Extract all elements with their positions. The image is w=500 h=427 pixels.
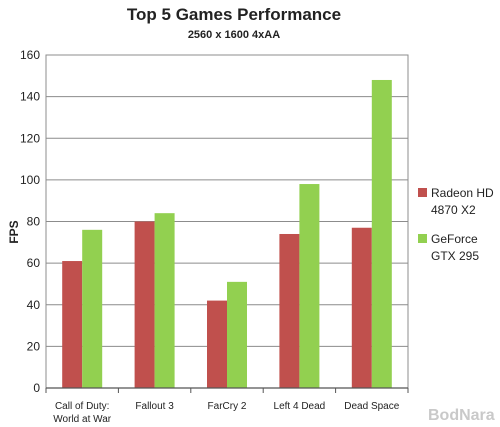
legend: Radeon HD 4870 X2 GeForce GTX 295 (418, 186, 494, 263)
y-tick-labels: 0 20 40 60 80 100 120 140 160 (20, 48, 40, 395)
bar-radeon (351, 227, 372, 388)
category-label-line: Dead Space (344, 401, 399, 412)
legend-label-line: GTX 295 (431, 249, 479, 263)
y-tick-label: 80 (27, 215, 41, 229)
axes (45, 54, 409, 393)
category-label-line: FarCry 2 (208, 401, 247, 412)
category-label-line: Call of Duty: (55, 401, 109, 412)
y-axis-label: FPS (7, 220, 21, 243)
legend-label-line: GeForce (431, 232, 478, 246)
legend-label-line: 4870 X2 (431, 203, 476, 217)
category-label: FarCry 2 (208, 401, 247, 412)
bar-radeon (62, 261, 83, 388)
legend-swatch (418, 234, 427, 243)
legend-label: Radeon HD 4870 X2 (431, 186, 494, 217)
y-tick-label: 140 (20, 90, 40, 104)
watermark: BodNara (428, 407, 495, 424)
bar-radeon (279, 233, 300, 388)
legend-swatch (418, 188, 427, 197)
category-label: Dead Space (344, 401, 399, 412)
bar-radeon (207, 300, 227, 388)
category-label-line: World at War (53, 414, 111, 425)
category-labels: Call of Duty: World at War Fallout 3 FarCry… (53, 401, 399, 425)
bar-radeon (134, 221, 155, 388)
legend-label: GeForce GTX 295 (431, 232, 479, 263)
category-label-line: Fallout 3 (135, 401, 174, 412)
bars (62, 79, 392, 388)
chart-subtitle: 2560 x 1600 4xAA (188, 29, 280, 41)
bar-geforce (82, 229, 103, 388)
y-tick-label: 20 (27, 339, 41, 353)
category-label: Call of Duty: World at War (53, 401, 111, 425)
gridlines (46, 54, 408, 347)
bar-geforce (154, 213, 175, 388)
bar-geforce (371, 79, 392, 388)
legend-label-line: Radeon HD (431, 186, 494, 200)
category-label: Fallout 3 (135, 401, 174, 412)
bar-geforce (227, 281, 247, 388)
y-tick-label: 60 (27, 256, 41, 270)
y-tick-label: 0 (33, 381, 40, 395)
category-label: Left 4 Dead (274, 401, 326, 412)
y-tick-label: 120 (20, 131, 40, 145)
y-tick-label: 40 (27, 298, 41, 312)
y-tick-label: 160 (20, 48, 40, 62)
bar-geforce (299, 184, 320, 388)
category-label-line: Left 4 Dead (274, 401, 326, 412)
chart-title: Top 5 Games Performance (127, 5, 341, 24)
y-tick-label: 100 (20, 173, 40, 187)
